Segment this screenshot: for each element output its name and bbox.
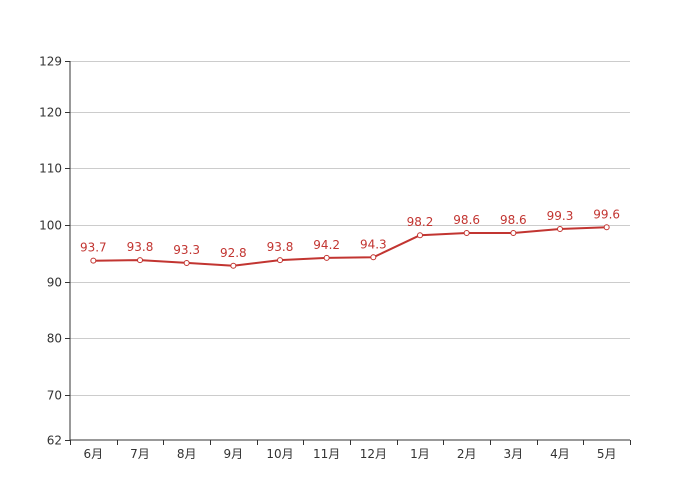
y-axis-ticks: 62 70 80 90 100 110 120 129 — [39, 55, 70, 448]
x-tick-label: 5月 — [597, 447, 617, 461]
x-tick-label: 4月 — [550, 447, 570, 461]
data-label: 92.8 — [220, 246, 247, 260]
data-point — [90, 257, 97, 264]
data-point — [230, 262, 237, 269]
data-label: 99.6 — [593, 207, 620, 221]
grid-lines — [70, 61, 630, 396]
data-label: 93.8 — [267, 240, 294, 254]
y-tick-label: 110 — [39, 162, 62, 176]
axes — [69, 61, 630, 441]
data-label: 98.2 — [407, 215, 434, 229]
y-tick-label: 62 — [47, 434, 62, 448]
y-tick-label: 70 — [47, 389, 62, 403]
data-point — [463, 229, 470, 236]
data-point — [323, 254, 330, 261]
data-label: 99.3 — [547, 209, 574, 223]
x-tick-label: 2月 — [457, 447, 477, 461]
y-tick-label: 80 — [47, 332, 62, 346]
data-point — [557, 226, 563, 233]
x-tick-label: 8月 — [177, 447, 197, 461]
data-point — [137, 257, 143, 264]
y-tick-label: 129 — [39, 55, 62, 69]
data-labels: 93.7 93.8 93.3 92.8 93.8 94.2 94.3 98.2 98.6 98.6… — [80, 207, 620, 259]
series-line — [93, 226, 607, 267]
series — [90, 224, 610, 269]
data-point — [603, 224, 610, 231]
data-label: 94.2 — [313, 238, 340, 252]
x-axis-ticks: 6月 7月 8月 9月 10月 11月 12月 1月 2月 3月 4月 5月 — [70, 440, 631, 461]
x-tick-label: 7月 — [130, 447, 150, 461]
y-tick-label: 100 — [39, 219, 62, 233]
data-point — [183, 259, 190, 266]
x-tick-label: 3月 — [504, 447, 524, 461]
data-label: 94.3 — [360, 237, 387, 251]
x-tick-label: 6月 — [84, 447, 104, 461]
y-tick-label: 90 — [47, 276, 62, 290]
x-tick-label: 11月 — [313, 447, 340, 461]
data-point — [510, 229, 517, 236]
data-label: 93.3 — [173, 243, 200, 257]
data-point — [277, 257, 283, 264]
data-label: 93.7 — [80, 241, 107, 255]
data-label: 98.6 — [453, 213, 480, 227]
y-tick-label: 120 — [39, 106, 62, 120]
data-label: 93.8 — [127, 240, 154, 254]
x-tick-label: 12月 — [360, 447, 387, 461]
x-tick-label: 1月 — [410, 447, 430, 461]
data-point — [370, 254, 377, 261]
data-point — [417, 232, 423, 239]
x-tick-label: 9月 — [224, 447, 244, 461]
data-label: 98.6 — [500, 213, 527, 227]
x-tick-label: 10月 — [266, 447, 293, 461]
